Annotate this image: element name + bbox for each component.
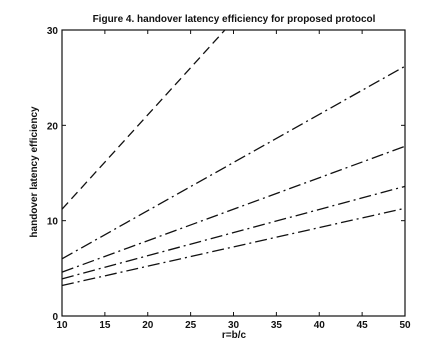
y-axis-title: handover latency efficiency: [29, 106, 40, 238]
x-tick-label: 45: [357, 320, 369, 331]
series-line-1: [61, 29, 226, 210]
x-tick-label: 30: [228, 320, 240, 331]
y-tick-label: 20: [47, 121, 59, 132]
x-tick-label: 40: [314, 320, 326, 331]
x-tick-label: 15: [99, 320, 111, 331]
x-tick-label: 10: [56, 320, 68, 331]
y-tick-label: 30: [47, 26, 59, 37]
x-axis-title: r=b/c: [222, 330, 247, 341]
y-tick-label: 0: [52, 312, 58, 323]
x-tick-label: 20: [142, 320, 154, 331]
series-line-3: [61, 145, 406, 273]
x-tick-label: 35: [271, 320, 283, 331]
chart-title: Figure 4. handover latency efficiency fo…: [93, 14, 376, 25]
y-tick-label: 10: [47, 217, 59, 228]
series-line-4: [61, 185, 406, 280]
x-tick-label: 25: [185, 320, 197, 331]
x-tick-label: 50: [399, 320, 411, 331]
series-line-5: [61, 207, 406, 287]
series-layer: [61, 29, 406, 287]
